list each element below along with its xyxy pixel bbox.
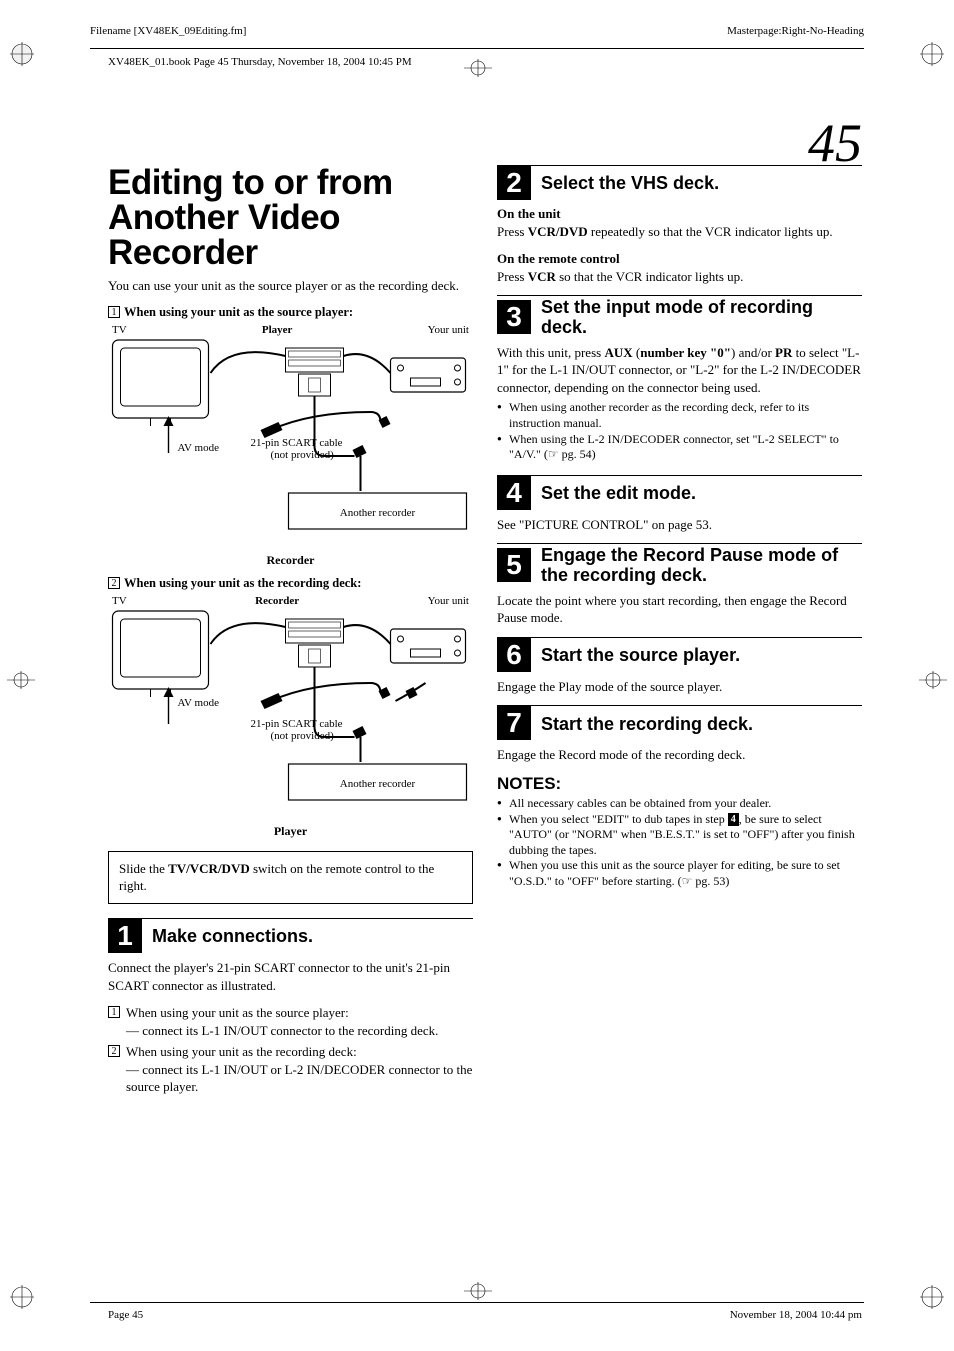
step-3-note-2: When using the L-2 IN/DECODER connector,… <box>497 432 862 463</box>
page-root: Filename [XV48EK_09Editing.fm] Masterpag… <box>0 0 954 1351</box>
svg-text:(not provided): (not provided) <box>271 449 335 461</box>
footer: Page 45 November 18, 2004 10:44 pm <box>108 1309 862 1321</box>
header-separator <box>90 48 864 49</box>
step-1-body: Connect the player's 21-pin SCART connec… <box>108 959 473 994</box>
intro-text: You can use your unit as the source play… <box>108 278 473 295</box>
left-column: Editing to or from Another Video Recorde… <box>108 165 473 1100</box>
scenario-1-label: 1 When using your unit as the source play… <box>108 305 473 320</box>
notes-heading: NOTES: <box>497 774 862 794</box>
connection-diagram-icon: Another recorder 21-pin SCART cable (not… <box>108 338 473 548</box>
box-2-icon: 2 <box>108 577 120 589</box>
step-3-notes: When using another recorder as the recor… <box>497 400 862 462</box>
step-2-p1: Press VCR/DVD repeatedly so that the VCR… <box>497 223 862 241</box>
footer-right: November 18, 2004 10:44 pm <box>730 1309 862 1321</box>
diagram-recorder-label: Recorder <box>255 595 299 607</box>
step-4-body: See "PICTURE CONTROL" on page 53. <box>497 516 862 534</box>
crop-mark-icon <box>8 1283 36 1311</box>
step-2-header: 2 Select the VHS deck. <box>497 165 862 200</box>
diagram-1-role: Recorder <box>108 553 473 568</box>
step-3-header: 3 Set the input mode of recording deck. <box>497 295 862 338</box>
step-6-number-icon: 6 <box>497 638 531 672</box>
content-area: Editing to or from Another Video Recorde… <box>108 165 862 1100</box>
svg-text:Another recorder: Another recorder <box>340 778 416 790</box>
step-6-body: Engage the Play mode of the source playe… <box>497 678 862 696</box>
step-6-title: Start the source player. <box>541 646 740 666</box>
registration-mark-icon <box>6 670 36 695</box>
diagram-yourunit-label: Your unit <box>428 324 469 336</box>
diagram-another-recorder-text: Another recorder <box>340 507 416 519</box>
step-4-title: Set the edit mode. <box>541 484 696 504</box>
book-line: XV48EK_01.book Page 45 Thursday, Novembe… <box>108 56 864 68</box>
sub-box-1-icon: 1 <box>108 1006 120 1018</box>
step-5-number-icon: 5 <box>497 548 531 582</box>
diagram-2-top-labels: TV Recorder Your unit <box>108 595 473 607</box>
step-1-sub2: 2 When using your unit as the recording … <box>108 1043 473 1096</box>
diagram-tv-label-2: TV <box>112 595 127 607</box>
step-3-title: Set the input mode of recording deck. <box>541 298 862 338</box>
footer-separator <box>90 1302 864 1303</box>
step-2-h2: On the remote control <box>497 251 862 267</box>
masterpage-text: Masterpage:Right-No-Heading <box>727 25 864 37</box>
diagram-yourunit-label-2: Your unit <box>428 595 469 607</box>
step-2-number-icon: 2 <box>497 166 531 200</box>
step-7-title: Start the recording deck. <box>541 715 753 735</box>
step-1-sub1: 1 When using your unit as the source pla… <box>108 1004 473 1039</box>
scenario-1-text: When using your unit as the source playe… <box>124 305 353 319</box>
scenario-2-text: When using your unit as the recording de… <box>124 576 361 590</box>
step-1-header: 1 Make connections. <box>108 918 473 953</box>
step-3-note-1: When using another recorder as the recor… <box>497 400 862 431</box>
info-box: Slide the TV/VCR/DVD switch on the remot… <box>108 851 473 904</box>
step-2-h1: On the unit <box>497 206 862 222</box>
step-5-body: Locate the point where you start recordi… <box>497 592 862 627</box>
footer-left: Page 45 <box>108 1309 143 1321</box>
step-7-header: 7 Start the recording deck. <box>497 705 862 740</box>
diagram-1: TV Player Your unit <box>108 324 473 572</box>
sub-box-2-icon: 2 <box>108 1045 120 1057</box>
note-1: All necessary cables can be obtained fro… <box>497 796 862 812</box>
step-2-p2: Press VCR so that the VCR indicator ligh… <box>497 268 862 286</box>
info-box-text: Slide the TV/VCR/DVD switch on the remot… <box>119 861 434 894</box>
step-5-title: Engage the Record Pause mode of the reco… <box>541 546 862 586</box>
right-column: 2 Select the VHS deck. On the unit Press… <box>497 165 862 1100</box>
step-3-body: With this unit, press AUX (number key "0… <box>497 344 862 397</box>
connection-diagram-2-icon: Another recorder 21-pin SCART cable (not… <box>108 609 473 819</box>
step-1-number-icon: 1 <box>108 919 142 953</box>
main-title: Editing to or from Another Video Recorde… <box>108 165 473 270</box>
diagram-1-top-labels: TV Player Your unit <box>108 324 473 336</box>
header: Filename [XV48EK_09Editing.fm] Masterpag… <box>90 25 864 37</box>
svg-text:21-pin SCART cable: 21-pin SCART cable <box>251 437 343 449</box>
step-4-ref-icon: 4 <box>728 813 739 826</box>
step-4-header: 4 Set the edit mode. <box>497 475 862 510</box>
diagram-2: TV Recorder Your unit <box>108 595 473 843</box>
filename-text: Filename [XV48EK_09Editing.fm] <box>90 25 246 37</box>
svg-text:AV mode: AV mode <box>178 442 220 454</box>
svg-text:AV mode: AV mode <box>178 697 220 709</box>
step-2-title: Select the VHS deck. <box>541 174 719 194</box>
diagram-2-role: Player <box>108 824 473 839</box>
registration-mark-icon <box>918 670 948 695</box>
scenario-2-label: 2 When using your unit as the recording d… <box>108 576 473 591</box>
step-5-header: 5 Engage the Record Pause mode of the re… <box>497 543 862 586</box>
svg-text:(not provided): (not provided) <box>271 730 335 742</box>
step-7-body: Engage the Record mode of the recording … <box>497 746 862 764</box>
step-3-number-icon: 3 <box>497 300 531 334</box>
step-4-number-icon: 4 <box>497 476 531 510</box>
svg-text:21-pin SCART cable: 21-pin SCART cable <box>251 718 343 730</box>
step-1-sub2-text: When using your unit as the recording de… <box>126 1044 472 1094</box>
step-1-sub1-text: When using your unit as the source playe… <box>126 1005 438 1038</box>
diagram-player-label: Player <box>262 324 293 336</box>
note-3: When you use this unit as the source pla… <box>497 858 862 889</box>
diagram-tv-label: TV <box>112 324 127 336</box>
step-1-title: Make connections. <box>152 927 313 947</box>
crop-mark-icon <box>8 40 36 68</box>
crop-mark-icon <box>918 40 946 68</box>
note-2: When you select "EDIT" to dub tapes in s… <box>497 812 862 859</box>
crop-mark-icon <box>918 1283 946 1311</box>
box-1-icon: 1 <box>108 306 120 318</box>
step-7-number-icon: 7 <box>497 706 531 740</box>
step-6-header: 6 Start the source player. <box>497 637 862 672</box>
notes-list: All necessary cables can be obtained fro… <box>497 796 862 890</box>
